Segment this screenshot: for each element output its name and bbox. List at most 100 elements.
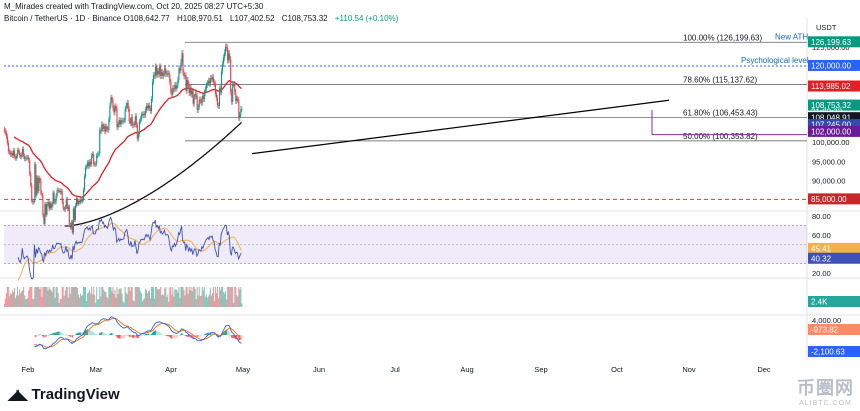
brand[interactable]: ◢◣ TradingView	[8, 386, 120, 403]
macd-histogram-bar	[101, 332, 103, 335]
candle-body	[130, 117, 132, 124]
candle-body	[185, 75, 187, 91]
trend-price-tag	[808, 119, 860, 131]
volume-bar	[194, 288, 196, 307]
macd-histogram-bar	[175, 335, 177, 339]
candle-body	[64, 207, 66, 210]
macd-histogram-bar	[81, 332, 84, 335]
volume-bar	[179, 298, 181, 307]
candle-body	[219, 88, 222, 93]
volume-bar	[232, 287, 234, 307]
macd-histogram-bar	[76, 333, 78, 335]
candle-body	[110, 97, 112, 106]
macd-histogram-bar	[123, 335, 125, 339]
candle-body	[191, 90, 193, 95]
candle-body	[206, 83, 208, 85]
candle-body	[205, 85, 207, 90]
candle-body	[121, 120, 123, 122]
macd-histogram-bar	[163, 334, 165, 336]
candle-body	[169, 74, 171, 82]
macd-histogram-bar	[192, 335, 194, 339]
volume-bar	[201, 287, 203, 307]
macd-histogram-bar	[211, 332, 213, 335]
volume-bar	[63, 295, 65, 307]
macd-histogram-bar	[130, 335, 132, 338]
macd-histogram-bar	[142, 334, 144, 336]
candle-body	[179, 68, 181, 71]
volume-bar	[72, 287, 74, 307]
macd-histogram-bar	[148, 333, 151, 335]
candle-body	[34, 164, 36, 202]
volume-bar	[32, 298, 34, 307]
macd-histogram-bar	[154, 331, 156, 335]
volume-bar	[137, 287, 139, 307]
candle-body	[39, 178, 41, 181]
candle-body	[41, 192, 43, 196]
x-axis-label-jul: Jul	[390, 365, 400, 374]
candle-body	[188, 84, 190, 94]
macd-histogram-bar	[39, 334, 41, 335]
volume-bar	[166, 297, 168, 307]
volume-bar	[113, 293, 115, 307]
volume-bar	[192, 287, 194, 307]
candle-body	[18, 150, 20, 152]
candle-body	[180, 62, 182, 71]
y-axis-label: 95,000.00	[812, 157, 845, 166]
trend-line[interactable]	[251, 99, 670, 155]
candle-body	[224, 52, 226, 58]
volume-bar	[65, 287, 67, 307]
ohlc-readout: O108,642.77 H108,970.51 L107,402.52 C108…	[123, 14, 403, 23]
macd-histogram-bar	[196, 335, 198, 338]
volume-bar	[233, 303, 235, 307]
candle-body	[211, 77, 213, 80]
sma-price-tag	[808, 112, 860, 124]
candle-body	[88, 162, 90, 167]
macd-histogram-bar	[46, 335, 48, 337]
volume-bar	[133, 301, 135, 307]
volume-bar	[184, 295, 186, 307]
candle-body	[155, 66, 157, 76]
volume-bar	[125, 292, 127, 307]
candle-body	[77, 200, 79, 204]
volume-bar	[132, 300, 134, 307]
symbol-name[interactable]: Bitcoin / TetherUS · 1D · Binance	[4, 14, 122, 23]
volume-bar	[197, 295, 199, 307]
macd-histogram-bar	[228, 331, 230, 335]
volume-bar	[103, 289, 105, 307]
candle-body	[30, 173, 32, 186]
candle-body	[99, 129, 101, 154]
volume-bar	[153, 287, 155, 307]
x-axis-label-may: May	[236, 365, 250, 374]
volume-bar	[83, 287, 86, 307]
macd-histogram-bar	[109, 333, 111, 335]
candle-body	[210, 78, 212, 80]
volume-bar	[56, 287, 58, 307]
candle-body	[107, 128, 109, 130]
macd-histogram-bar	[75, 333, 77, 335]
candle-body	[214, 83, 217, 94]
volume-bar	[13, 288, 16, 307]
candle-body	[119, 120, 121, 125]
candle-body	[19, 151, 21, 156]
x-axis-label-aug: Aug	[460, 365, 473, 374]
macd-histogram-bar	[240, 335, 242, 340]
candle-body	[83, 176, 86, 190]
macd-histogram-bar	[151, 332, 154, 335]
macd-histogram-bar	[70, 335, 72, 337]
candle-body	[124, 109, 126, 121]
macd-histogram-bar	[54, 332, 56, 335]
volume-bar	[116, 287, 118, 307]
volume-bar	[60, 298, 62, 307]
ath-price-tag	[808, 36, 860, 48]
candle-body	[189, 87, 191, 94]
volume-bar	[31, 287, 33, 307]
volume-bar	[59, 298, 61, 307]
candle-body	[44, 203, 46, 224]
candle-body	[45, 203, 47, 215]
candle-body	[31, 185, 33, 201]
macd-histogram-bar	[65, 334, 67, 336]
candle-body	[164, 68, 166, 74]
candle-body	[125, 105, 127, 110]
volume-bar	[92, 294, 94, 307]
